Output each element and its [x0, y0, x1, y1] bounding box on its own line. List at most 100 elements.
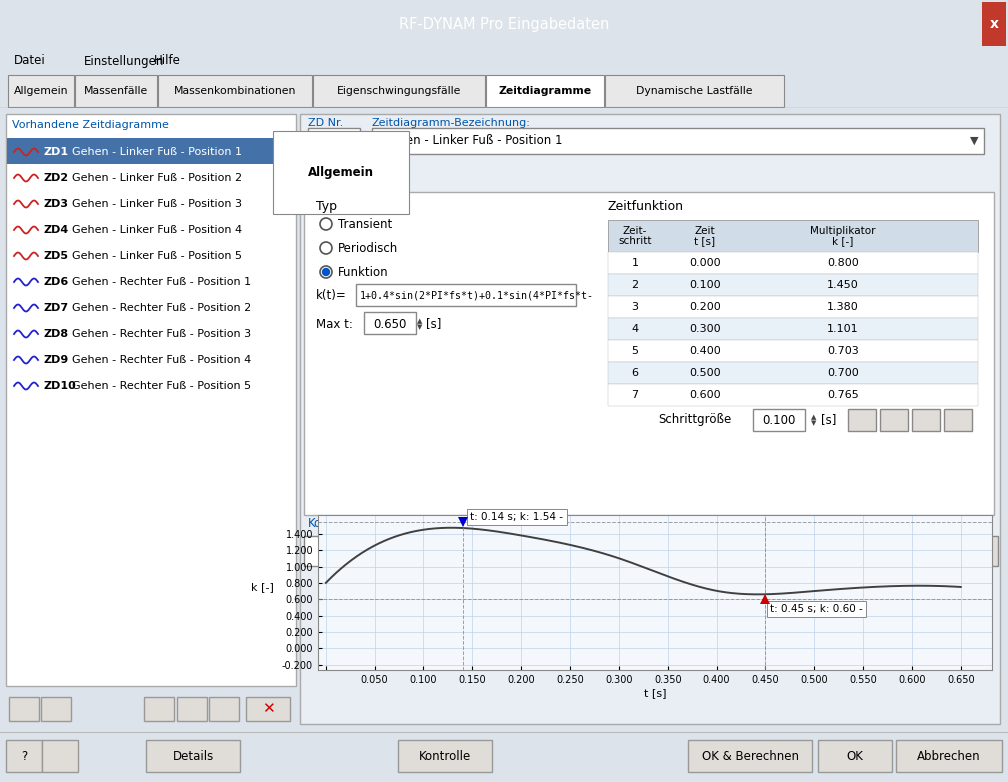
Bar: [304, 192, 994, 515]
Text: Zeit-
schritt: Zeit- schritt: [618, 225, 652, 246]
Text: 0.600: 0.600: [689, 390, 721, 400]
Text: 1: 1: [631, 258, 638, 268]
FancyBboxPatch shape: [398, 740, 492, 772]
Text: Eigenschwingungsfälle: Eigenschwingungsfälle: [337, 86, 462, 96]
Text: Gehen - Linker Fuß - Position 2: Gehen - Linker Fuß - Position 2: [72, 173, 242, 183]
Bar: [608, 384, 978, 406]
Bar: [158, 75, 312, 107]
Bar: [753, 409, 805, 431]
FancyBboxPatch shape: [6, 740, 42, 772]
Y-axis label: k [-]: k [-]: [251, 583, 274, 593]
Text: ▼: ▼: [970, 136, 979, 146]
Text: OK: OK: [847, 749, 864, 762]
Bar: [960, 536, 984, 566]
Text: Gehen - Linker Fuß - Position 5: Gehen - Linker Fuß - Position 5: [72, 251, 242, 261]
Text: ▼: ▼: [969, 546, 976, 556]
Text: Gehen - Rechter Fuß - Position 5: Gehen - Rechter Fuß - Position 5: [72, 381, 251, 391]
Text: Massenkombinationen: Massenkombinationen: [173, 86, 296, 96]
Text: x: x: [990, 17, 999, 31]
Text: ZD Nr.: ZD Nr.: [308, 118, 344, 128]
Text: OK & Berechnen: OK & Berechnen: [702, 749, 798, 762]
FancyBboxPatch shape: [896, 740, 1002, 772]
Text: ZD10: ZD10: [44, 381, 77, 391]
Text: Max t:: Max t:: [316, 317, 353, 331]
Text: 0.703: 0.703: [828, 346, 859, 356]
Text: ZD3: ZD3: [44, 199, 69, 209]
Text: 1: 1: [330, 135, 338, 148]
Bar: [605, 75, 784, 107]
Text: 0.650: 0.650: [373, 317, 406, 331]
Text: 6: 6: [631, 368, 638, 378]
Text: Gehen - Linker Fuß - Position 1: Gehen - Linker Fuß - Position 1: [382, 135, 562, 148]
Bar: [75, 75, 157, 107]
Text: 0.300: 0.300: [689, 324, 721, 334]
Text: Gehen - Linker Fuß - Position 4: Gehen - Linker Fuß - Position 4: [72, 225, 242, 235]
FancyBboxPatch shape: [818, 740, 892, 772]
Bar: [848, 409, 876, 431]
Text: ZD9: ZD9: [44, 355, 70, 365]
Circle shape: [320, 266, 332, 278]
Text: 0.765: 0.765: [828, 390, 859, 400]
Text: Periodisch: Periodisch: [338, 242, 398, 254]
Bar: [608, 252, 978, 274]
Text: ▲: ▲: [811, 414, 816, 420]
Text: Kommentar: Kommentar: [308, 517, 377, 530]
Text: Abbrechen: Abbrechen: [917, 749, 981, 762]
Text: 0.200: 0.200: [689, 302, 721, 312]
Text: [s]: [s]: [426, 317, 442, 331]
FancyBboxPatch shape: [42, 740, 78, 772]
Text: ✕: ✕: [262, 701, 274, 716]
Text: Vorhandene Zeitdiagramme: Vorhandene Zeitdiagramme: [12, 120, 169, 130]
Text: Allgemein: Allgemein: [14, 86, 69, 96]
Text: t: 0.45 s; k: 0.60 -: t: 0.45 s; k: 0.60 -: [770, 604, 863, 615]
Bar: [982, 2, 1006, 46]
Text: Gehen - Rechter Fuß - Position 3: Gehen - Rechter Fuß - Position 3: [72, 329, 251, 339]
Text: Transient: Transient: [338, 217, 392, 231]
Text: 0.000: 0.000: [689, 258, 721, 268]
Text: Dynamische Lastfälle: Dynamische Lastfälle: [636, 86, 753, 96]
Text: RF-DYNAM Pro Eingabedaten: RF-DYNAM Pro Eingabedaten: [399, 16, 609, 31]
Text: Funktion: Funktion: [338, 266, 389, 278]
Text: Zeitdiagramme: Zeitdiagramme: [498, 86, 592, 96]
Text: ▲: ▲: [417, 318, 422, 324]
FancyBboxPatch shape: [246, 697, 290, 721]
FancyBboxPatch shape: [209, 697, 239, 721]
Text: t: 0.14 s; k: 1.54 -: t: 0.14 s; k: 1.54 -: [471, 512, 563, 522]
FancyBboxPatch shape: [177, 697, 207, 721]
Text: 1+0.4*sin(2*PI*fs*t)+0.1*sin(4*PI*fs*t-: 1+0.4*sin(2*PI*fs*t)+0.1*sin(4*PI*fs*t-: [360, 291, 594, 301]
Text: k(t)=: k(t)=: [316, 289, 347, 303]
Text: 0.500: 0.500: [689, 368, 721, 378]
Text: 0.400: 0.400: [689, 346, 721, 356]
Text: 2: 2: [631, 280, 638, 290]
Bar: [8, 75, 74, 107]
Bar: [304, 536, 984, 566]
FancyBboxPatch shape: [688, 740, 812, 772]
Text: ZD5: ZD5: [44, 251, 69, 261]
X-axis label: t [s]: t [s]: [644, 687, 666, 698]
Text: 1.380: 1.380: [828, 302, 859, 312]
FancyBboxPatch shape: [9, 697, 39, 721]
Text: ZD2: ZD2: [44, 173, 70, 183]
Bar: [608, 362, 978, 384]
Circle shape: [323, 268, 330, 275]
Text: Schrittgröße: Schrittgröße: [658, 414, 731, 426]
Bar: [364, 312, 416, 334]
Text: Einstellungen: Einstellungen: [84, 55, 164, 67]
Text: 0.700: 0.700: [828, 368, 859, 378]
Text: 0.100: 0.100: [762, 414, 795, 426]
Text: Gehen - Linker Fuß - Position 1: Gehen - Linker Fuß - Position 1: [72, 147, 242, 157]
Text: Gehen - Rechter Fuß - Position 2: Gehen - Rechter Fuß - Position 2: [72, 303, 251, 313]
Text: Hilfe: Hilfe: [154, 55, 180, 67]
Bar: [880, 409, 908, 431]
Bar: [300, 114, 1000, 724]
Bar: [990, 536, 998, 566]
Bar: [6, 114, 296, 686]
Text: Zeitdiagramm-Bezeichnung:: Zeitdiagramm-Bezeichnung:: [372, 118, 531, 128]
Text: 4: 4: [631, 324, 638, 334]
Text: Gehen - Linker Fuß - Position 3: Gehen - Linker Fuß - Position 3: [72, 199, 242, 209]
Text: Gehen - Rechter Fuß - Position 4: Gehen - Rechter Fuß - Position 4: [72, 355, 251, 365]
Bar: [608, 340, 978, 362]
Bar: [7, 138, 295, 164]
Text: ZD7: ZD7: [44, 303, 70, 313]
Text: Datei: Datei: [14, 55, 45, 67]
